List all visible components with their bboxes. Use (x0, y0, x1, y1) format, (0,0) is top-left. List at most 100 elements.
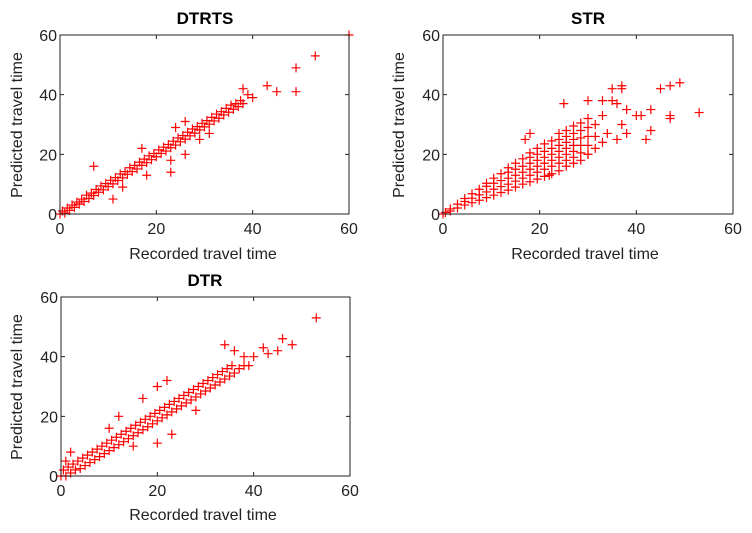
x-tick-label: 0 (57, 483, 66, 500)
data-point (576, 118, 586, 128)
data-point (85, 458, 95, 468)
data-point (227, 361, 237, 371)
data-point (108, 194, 118, 204)
data-point (118, 173, 128, 183)
data-point (152, 416, 162, 426)
data-point (190, 128, 200, 138)
y-tick-label: 40 (40, 350, 58, 367)
data-point (193, 382, 203, 391)
data-point (114, 411, 124, 421)
data-point (148, 419, 158, 429)
data-point (135, 417, 145, 427)
data-point (167, 429, 177, 439)
data-point (58, 465, 68, 475)
data-point (94, 187, 104, 197)
data-point (532, 143, 542, 153)
subplot-title: DTR (188, 271, 223, 290)
data-point (262, 81, 272, 91)
data-point (122, 169, 132, 179)
x-tick-label: 60 (724, 221, 742, 238)
y-tick-label: 20 (40, 409, 58, 426)
data-point (220, 340, 230, 350)
data-point (229, 346, 239, 356)
x-axis-label: Recorded travel time (129, 246, 277, 263)
data-point (174, 393, 184, 403)
data-point (137, 143, 147, 153)
data-point (160, 402, 170, 412)
data-point (75, 464, 85, 474)
data-point (63, 462, 73, 472)
axes-box (442, 34, 734, 215)
data-point (65, 205, 75, 215)
data-point (73, 456, 83, 466)
data-point (583, 96, 593, 106)
data-point (180, 134, 190, 144)
data-point (70, 465, 80, 475)
data-point (133, 428, 143, 438)
data-point (175, 137, 185, 147)
data-point (151, 152, 161, 162)
scatter-points (438, 78, 704, 219)
data-point (239, 352, 249, 362)
data-point (167, 407, 177, 417)
data-point (116, 429, 126, 439)
data-point (104, 423, 114, 433)
data-point (125, 163, 135, 173)
data-point (291, 87, 301, 97)
data-point (204, 128, 214, 138)
data-point (547, 136, 557, 146)
data-point (188, 384, 198, 394)
data-point (118, 182, 128, 192)
data-point (204, 119, 214, 129)
data-point (244, 361, 254, 371)
y-tick-label: 0 (431, 207, 440, 224)
subplot-dtrts: DTRTS Recorded travel time Predicted tra… (9, 9, 358, 263)
data-point (474, 184, 484, 194)
data-point (142, 170, 152, 180)
data-point (489, 173, 499, 183)
data-point (311, 313, 321, 323)
data-point (561, 125, 571, 135)
data-point (583, 114, 593, 124)
data-point (503, 163, 513, 173)
data-point (80, 461, 90, 471)
data-point (121, 426, 131, 436)
data-point (184, 387, 194, 397)
data-point (123, 434, 133, 444)
data-point (142, 158, 152, 168)
data-point (166, 155, 176, 165)
data-point (598, 137, 607, 147)
data-point (84, 193, 94, 203)
data-point (195, 134, 205, 144)
data-point (119, 437, 129, 447)
data-point (598, 111, 607, 121)
data-point (583, 149, 593, 159)
data-point (445, 204, 455, 214)
data-point (214, 113, 224, 123)
data-point (234, 364, 244, 374)
data-point (114, 440, 124, 450)
subplot-title: STR (571, 9, 605, 28)
data-point (222, 364, 232, 374)
data-point (172, 404, 182, 414)
data-point (213, 370, 223, 380)
data-point (156, 148, 166, 158)
data-point (145, 411, 155, 421)
data-point (97, 441, 107, 451)
data-point (220, 374, 230, 384)
data-point (617, 120, 627, 129)
data-point (191, 405, 201, 415)
data-point (602, 128, 612, 138)
data-point (155, 405, 165, 415)
x-tick-label: 0 (439, 221, 448, 238)
data-point (646, 105, 656, 115)
data-point (631, 111, 641, 121)
x-tick-label: 40 (245, 483, 263, 500)
scatter-points (55, 30, 354, 219)
data-point (180, 117, 190, 127)
data-point (554, 128, 564, 138)
data-point (590, 143, 600, 153)
y-tick-label: 60 (39, 28, 57, 45)
data-point (278, 334, 288, 344)
